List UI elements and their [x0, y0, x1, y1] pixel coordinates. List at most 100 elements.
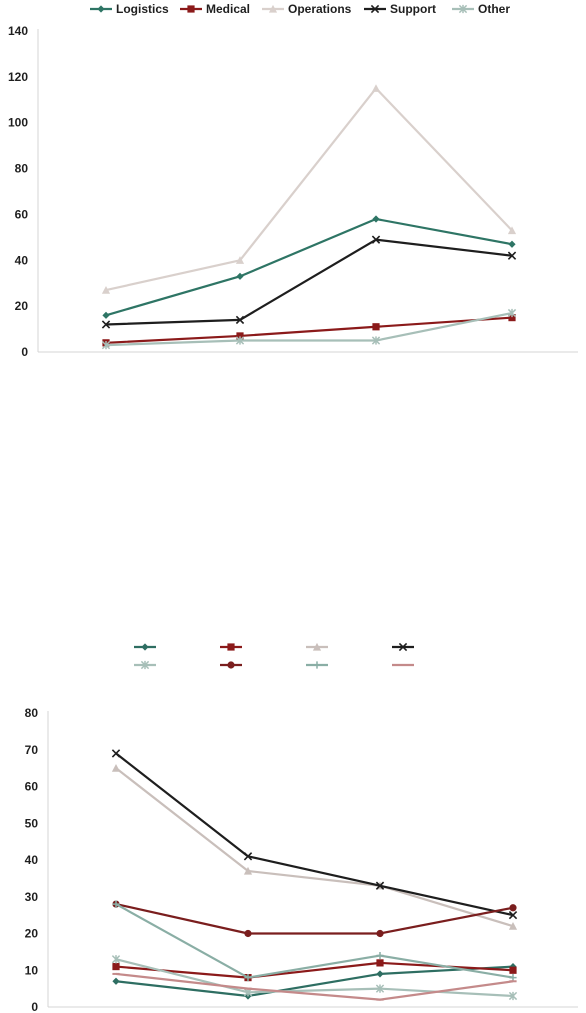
- chart2-data-point-series-7: [376, 951, 384, 960]
- chart1-legend-item-medical: Medical: [180, 2, 250, 16]
- chart-logistics-by-department: 0 20 40 60 80 100 120 140 Logistics Medical Operat…: [8, 2, 578, 359]
- chart2-legend-item-series-6: [220, 661, 242, 669]
- chart2-data-point-series-2: [112, 962, 120, 971]
- chart1-legend-label-support: Support: [390, 2, 436, 16]
- chart1-data-point-medical: [508, 314, 516, 322]
- chart2-data-point-series-6: [509, 904, 517, 912]
- chart2-data-point-series-1: [112, 977, 120, 985]
- chart2-series-line-series-1: [115, 965, 514, 998]
- chart1-legend-item-logistics: Logistics: [90, 2, 169, 16]
- chart1-legend-marker-logistics: [97, 5, 105, 13]
- chart1-legend-marker-other: [458, 4, 468, 14]
- chart2-data-point-series-5: [375, 984, 385, 993]
- chart2-y-tick-label: 50: [25, 816, 39, 830]
- chart1-legend-item-other: Other: [452, 2, 510, 16]
- chart2-data-point-series-6: [244, 929, 252, 938]
- chart2-data-point-series-5: [111, 955, 121, 964]
- chart1-y-tick-label: 120: [8, 70, 28, 84]
- chart2-legend-marker-series-3: [312, 642, 322, 651]
- chart1-y-tick-label: 100: [8, 116, 28, 130]
- chart1-y-tick-label: 140: [8, 24, 28, 38]
- chart2-legend-marker-series-4: [398, 642, 408, 652]
- chart1-data-point-support: [507, 251, 517, 260]
- chart2-y-tick-label: 10: [25, 963, 39, 977]
- chart1-legend-label-medical: Medical: [206, 2, 250, 16]
- chart2-legend-item-series-5: [134, 660, 156, 670]
- chart2-series-line-series-5: [115, 958, 514, 998]
- chart2-data-point-series-5: [508, 991, 518, 1001]
- chart1-legend-marker-support: [370, 4, 380, 14]
- chart2-y-tick-label: 40: [25, 853, 39, 867]
- chart2-data-point-series-4: [375, 881, 385, 890]
- chart2-legend-item-series-7: [306, 661, 328, 669]
- chart1-data-point-logistics: [508, 240, 516, 248]
- chart1-series-line-support: [105, 238, 513, 326]
- chart2-legend-item-series-1: [134, 643, 156, 651]
- chart1-series-line-operations: [105, 87, 513, 292]
- chart2-data-point-series-7: [112, 900, 120, 908]
- chart1-legend-item-operations: Operations: [262, 2, 352, 16]
- chart2-data-point-series-7: [244, 974, 252, 982]
- chart1-data-point-support: [235, 315, 245, 325]
- chart2-y-tick-label: 30: [25, 890, 39, 904]
- chart1-legend-label-logistics: Logistics: [116, 2, 169, 16]
- chart1-data-point-operations: [101, 285, 111, 294]
- chart2-data-point-series-6: [376, 929, 384, 938]
- chart1-series-line-logistics: [105, 217, 513, 317]
- chart2-y-tick-label: 60: [25, 780, 39, 794]
- chart1-data-point-operations: [235, 256, 245, 264]
- chart2-legend-marker-series-7: [313, 661, 321, 669]
- chart1-data-point-logistics: [102, 311, 110, 319]
- chart2-series-line-series-3: [115, 767, 514, 928]
- chart2-data-point-series-7: [509, 974, 517, 982]
- chart2-data-point-series-4: [111, 749, 121, 758]
- chart1-legend-item-support: Support: [364, 2, 436, 16]
- chart1-data-point-medical: [372, 323, 380, 331]
- chart2-data-point-series-2: [376, 959, 384, 967]
- chart2-series-line-series-4: [115, 752, 514, 917]
- chart2-series-line-series-7: [115, 903, 514, 979]
- chart2-legend-marker-series-1: [141, 643, 149, 651]
- chart2-data-point-series-1: [376, 970, 384, 978]
- chart2-data-point-series-3: [111, 764, 121, 772]
- chart2-legend-item-series-3: [306, 642, 328, 651]
- chart1-legend-label-other: Other: [478, 2, 510, 16]
- chart1-data-point-other: [235, 336, 245, 345]
- chart2-y-tick-label: 70: [25, 743, 39, 757]
- chart2-legend-marker-series-5: [140, 660, 150, 670]
- chart1-data-point-medical: [236, 332, 244, 340]
- chart-multi-series: 0 10 20 30 40 50 60 70 80: [25, 642, 578, 1013]
- chart1-data-point-other: [507, 308, 517, 318]
- chart2-legend-marker-series-6: [227, 661, 235, 669]
- chart2-y-tick-label: 20: [25, 927, 39, 941]
- chart2-data-point-series-3: [508, 922, 518, 930]
- chart1-data-point-logistics: [372, 215, 380, 223]
- chart1-legend-marker-medical: [187, 5, 195, 13]
- chart2-y-tick-label: 80: [25, 706, 39, 720]
- chart2-y-tick-label: 0: [31, 1000, 38, 1013]
- chart2-data-point-series-4: [243, 852, 253, 861]
- chart2-data-point-series-3: [243, 866, 253, 875]
- chart1-y-tick-label: 0: [21, 345, 28, 359]
- chart2-series-line-series-6: [115, 903, 514, 935]
- chart2-series-line-series-8: [115, 972, 514, 1001]
- chart2-data-point-series-2: [509, 966, 517, 974]
- chart2-legend-item-series-4: [392, 642, 414, 652]
- chart1-series-line-other: [105, 311, 513, 347]
- chart1-data-point-support: [101, 320, 111, 329]
- chart1-data-point-operations: [507, 226, 517, 235]
- chart1-data-point-support: [371, 235, 381, 244]
- chart1-legend-label-operations: Operations: [288, 2, 352, 16]
- chart1-legend-marker-operations: [268, 4, 278, 13]
- chart1-y-tick-label: 40: [15, 253, 29, 267]
- chart2-legend-marker-series-2: [227, 643, 235, 651]
- chart1-data-point-other: [101, 340, 111, 350]
- chart1-y-tick-label: 60: [15, 207, 29, 221]
- chart1-y-tick-label: 80: [15, 162, 29, 176]
- chart1-data-point-other: [371, 336, 381, 345]
- chart1-data-point-operations: [371, 84, 381, 92]
- chart1-y-tick-label: 20: [15, 299, 29, 313]
- chart2-data-point-series-4: [508, 910, 518, 920]
- chart2-legend-item-series-2: [220, 643, 242, 651]
